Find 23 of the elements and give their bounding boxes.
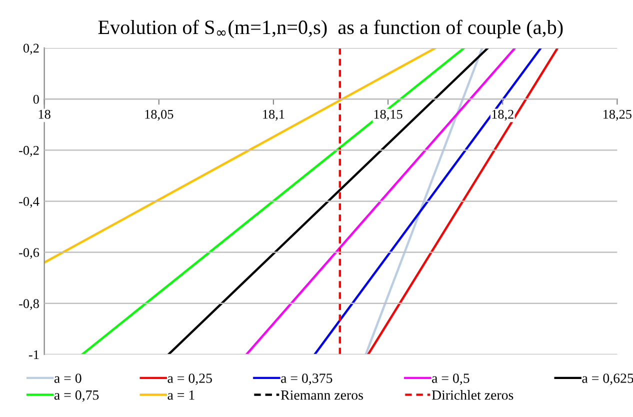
y-tick-label: -0,4 xyxy=(19,197,40,208)
x-tick-label: 18 xyxy=(38,110,50,119)
x-tick-label: 18,1 xyxy=(263,110,284,121)
x-tick-label: 18,2 xyxy=(492,110,514,121)
legend-label: a = 0 xyxy=(54,374,82,383)
legend-label: a = 1 xyxy=(168,390,194,400)
y-tick-label: -0,8 xyxy=(19,299,39,310)
y-tick-label: -0,6 xyxy=(19,248,40,259)
x-tick-label: 18,15 xyxy=(374,110,402,121)
legend-label: a = 0,25 xyxy=(168,374,212,385)
legend-label: Dirichlet zeros xyxy=(432,390,514,400)
y-tick-label: -0,2 xyxy=(19,146,39,157)
x-tick-label: 18,25 xyxy=(603,110,632,121)
y-tick-label: 0 xyxy=(33,94,39,104)
legend-label: a = 0,375 xyxy=(281,374,332,385)
y-tick-label: -1 xyxy=(28,350,39,360)
legend-label: Riemann zeros xyxy=(280,390,363,400)
legend-label: a = 0,75 xyxy=(54,390,99,402)
legend-label: a = 0,625 xyxy=(582,374,633,385)
y-tick-label: 0,2 xyxy=(23,44,39,55)
chart-title: Evolution of S$_{∞}$(m=1,n=0,s) as a function of couple (a,b) xyxy=(98,20,563,38)
legend-label: a = 0,5 xyxy=(432,374,470,385)
x-tick-label: 18,05 xyxy=(145,110,174,121)
